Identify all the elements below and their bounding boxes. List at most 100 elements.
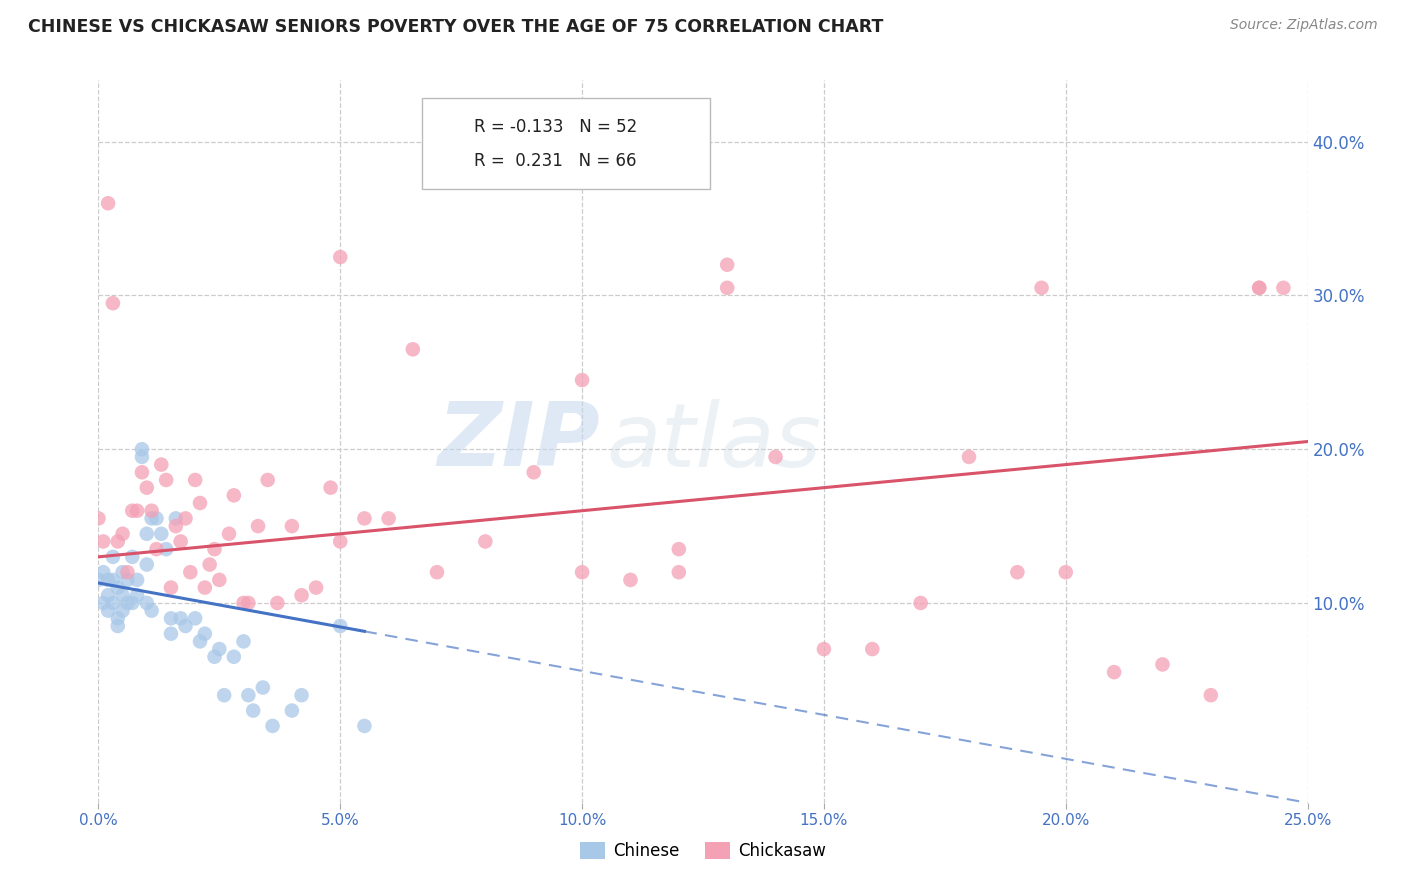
Point bbox=[135, 481, 157, 495]
Point bbox=[107, 534, 129, 549]
Point bbox=[1152, 657, 1174, 672]
Point bbox=[910, 596, 932, 610]
Point bbox=[174, 619, 197, 633]
Point bbox=[107, 619, 129, 633]
Point bbox=[329, 534, 352, 549]
Point bbox=[184, 611, 207, 625]
Text: Source: ZipAtlas.com: Source: ZipAtlas.com bbox=[1230, 18, 1378, 32]
Point bbox=[107, 611, 129, 625]
Point bbox=[179, 565, 201, 579]
Point bbox=[716, 281, 738, 295]
Point bbox=[101, 573, 124, 587]
Point bbox=[238, 688, 260, 702]
Point bbox=[377, 511, 399, 525]
Point bbox=[127, 573, 149, 587]
Point bbox=[208, 642, 231, 657]
Point bbox=[1249, 281, 1271, 295]
Point bbox=[198, 558, 221, 572]
Point bbox=[716, 258, 738, 272]
Point bbox=[135, 526, 157, 541]
Point bbox=[194, 581, 217, 595]
Point bbox=[169, 611, 191, 625]
Point bbox=[329, 250, 352, 264]
Point bbox=[111, 526, 134, 541]
Point bbox=[208, 573, 231, 587]
Point bbox=[242, 704, 264, 718]
Point bbox=[256, 473, 278, 487]
Point bbox=[426, 565, 449, 579]
Point bbox=[232, 596, 254, 610]
Point bbox=[155, 542, 177, 557]
Point bbox=[957, 450, 980, 464]
Point bbox=[131, 442, 153, 457]
Point bbox=[141, 511, 163, 525]
Point bbox=[860, 642, 883, 657]
Point bbox=[281, 519, 304, 533]
Point bbox=[160, 581, 183, 595]
Point bbox=[188, 634, 211, 648]
Point bbox=[329, 619, 352, 633]
Text: ZIP: ZIP bbox=[437, 398, 600, 485]
Point bbox=[238, 596, 260, 610]
Point bbox=[160, 626, 183, 640]
Point bbox=[101, 296, 124, 310]
Point bbox=[668, 542, 690, 557]
Point bbox=[222, 488, 245, 502]
Point bbox=[212, 688, 235, 702]
Text: R = -0.133   N = 52: R = -0.133 N = 52 bbox=[474, 118, 637, 136]
Point bbox=[619, 573, 641, 587]
Point bbox=[87, 573, 110, 587]
Point bbox=[1031, 281, 1053, 295]
Point bbox=[668, 565, 690, 579]
Point bbox=[165, 519, 187, 533]
Point bbox=[121, 549, 143, 564]
Point bbox=[281, 704, 304, 718]
Point bbox=[117, 565, 139, 579]
Point bbox=[117, 596, 139, 610]
Point bbox=[91, 596, 114, 610]
Point bbox=[353, 719, 375, 733]
Point bbox=[150, 526, 173, 541]
Point bbox=[101, 549, 124, 564]
Point bbox=[1102, 665, 1125, 680]
Point bbox=[402, 343, 425, 357]
Point bbox=[290, 588, 312, 602]
Text: atlas: atlas bbox=[606, 399, 821, 484]
Point bbox=[127, 504, 149, 518]
Point bbox=[97, 588, 120, 602]
Point bbox=[155, 473, 177, 487]
Point bbox=[135, 558, 157, 572]
Point bbox=[165, 511, 187, 525]
Point bbox=[232, 634, 254, 648]
Text: R =  0.231   N = 66: R = 0.231 N = 66 bbox=[474, 152, 637, 169]
Legend: Chinese, Chickasaw: Chinese, Chickasaw bbox=[574, 835, 832, 867]
Point bbox=[247, 519, 270, 533]
Point bbox=[97, 573, 120, 587]
Point bbox=[131, 450, 153, 464]
Point bbox=[305, 581, 328, 595]
Point bbox=[169, 534, 191, 549]
Point bbox=[218, 526, 240, 541]
Point bbox=[174, 511, 197, 525]
Point bbox=[571, 565, 593, 579]
Point bbox=[117, 573, 139, 587]
Point bbox=[121, 596, 143, 610]
Point bbox=[160, 611, 183, 625]
Point bbox=[145, 542, 167, 557]
Point bbox=[765, 450, 787, 464]
Point bbox=[194, 626, 217, 640]
Point bbox=[184, 473, 207, 487]
Point bbox=[266, 596, 288, 610]
Point bbox=[222, 649, 245, 664]
Point bbox=[87, 511, 110, 525]
Point bbox=[319, 481, 342, 495]
Point bbox=[91, 565, 114, 579]
Point bbox=[252, 681, 274, 695]
Point bbox=[127, 588, 149, 602]
Point bbox=[111, 565, 134, 579]
Point bbox=[474, 534, 496, 549]
Point bbox=[262, 719, 284, 733]
Point bbox=[97, 196, 120, 211]
Point bbox=[1272, 281, 1295, 295]
Point bbox=[290, 688, 312, 702]
